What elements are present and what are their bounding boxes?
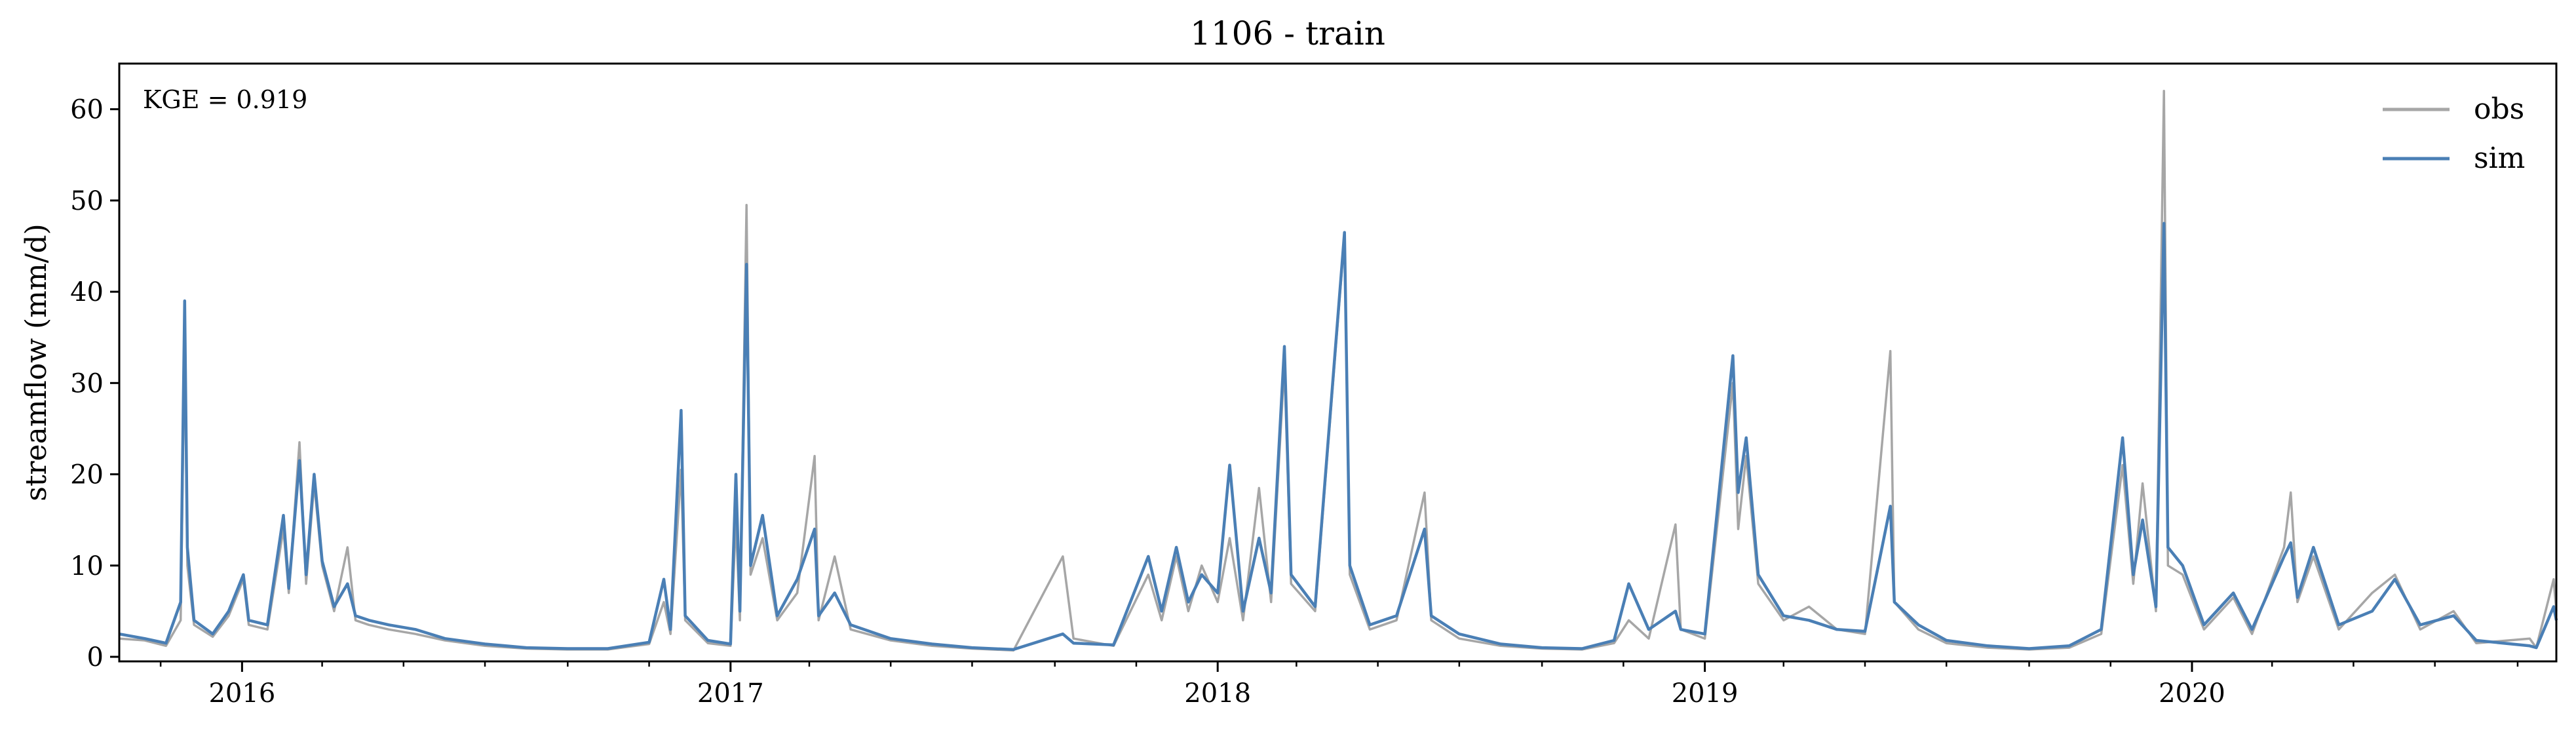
- x-tick-label: 2017: [697, 678, 764, 709]
- plot-frame: [118, 62, 2558, 663]
- series-layer: [119, 90, 2558, 652]
- y-tick-label: 10: [70, 551, 104, 581]
- x-tick-label: 2018: [1184, 678, 1251, 709]
- y-tick-label: 30: [70, 368, 104, 399]
- kge-annotation: KGE = 0.919: [143, 85, 307, 114]
- y-tick-label: 40: [70, 277, 104, 307]
- chart-title: 1106 - train: [1190, 14, 1385, 52]
- y-tick-label: 60: [70, 95, 104, 125]
- x-tick-label: 2016: [208, 678, 275, 709]
- x-axis: 2016 2017 2018 2019 2020: [159, 661, 2519, 709]
- x-tick-label: 2019: [1672, 678, 1739, 709]
- y-axis-label: streamflow (mm/d): [20, 224, 53, 501]
- plot-area: 0 10 20 30 40 50 60 2016 2017 2018 2019 2020 KGE =…: [70, 62, 2558, 709]
- y-axis: 0 10 20 30 40 50 60: [70, 95, 119, 673]
- y-tick-label: 20: [70, 460, 104, 490]
- legend-obs-label: obs: [2474, 92, 2524, 126]
- x-tick-label: 2020: [2159, 678, 2225, 709]
- legend-sim-label: sim: [2474, 142, 2525, 175]
- y-tick-label: 0: [87, 642, 104, 673]
- y-tick-label: 50: [70, 186, 104, 216]
- series-line-obs: [119, 90, 2558, 652]
- series-line-sim: [119, 222, 2558, 652]
- legend: obs sim: [2383, 92, 2525, 175]
